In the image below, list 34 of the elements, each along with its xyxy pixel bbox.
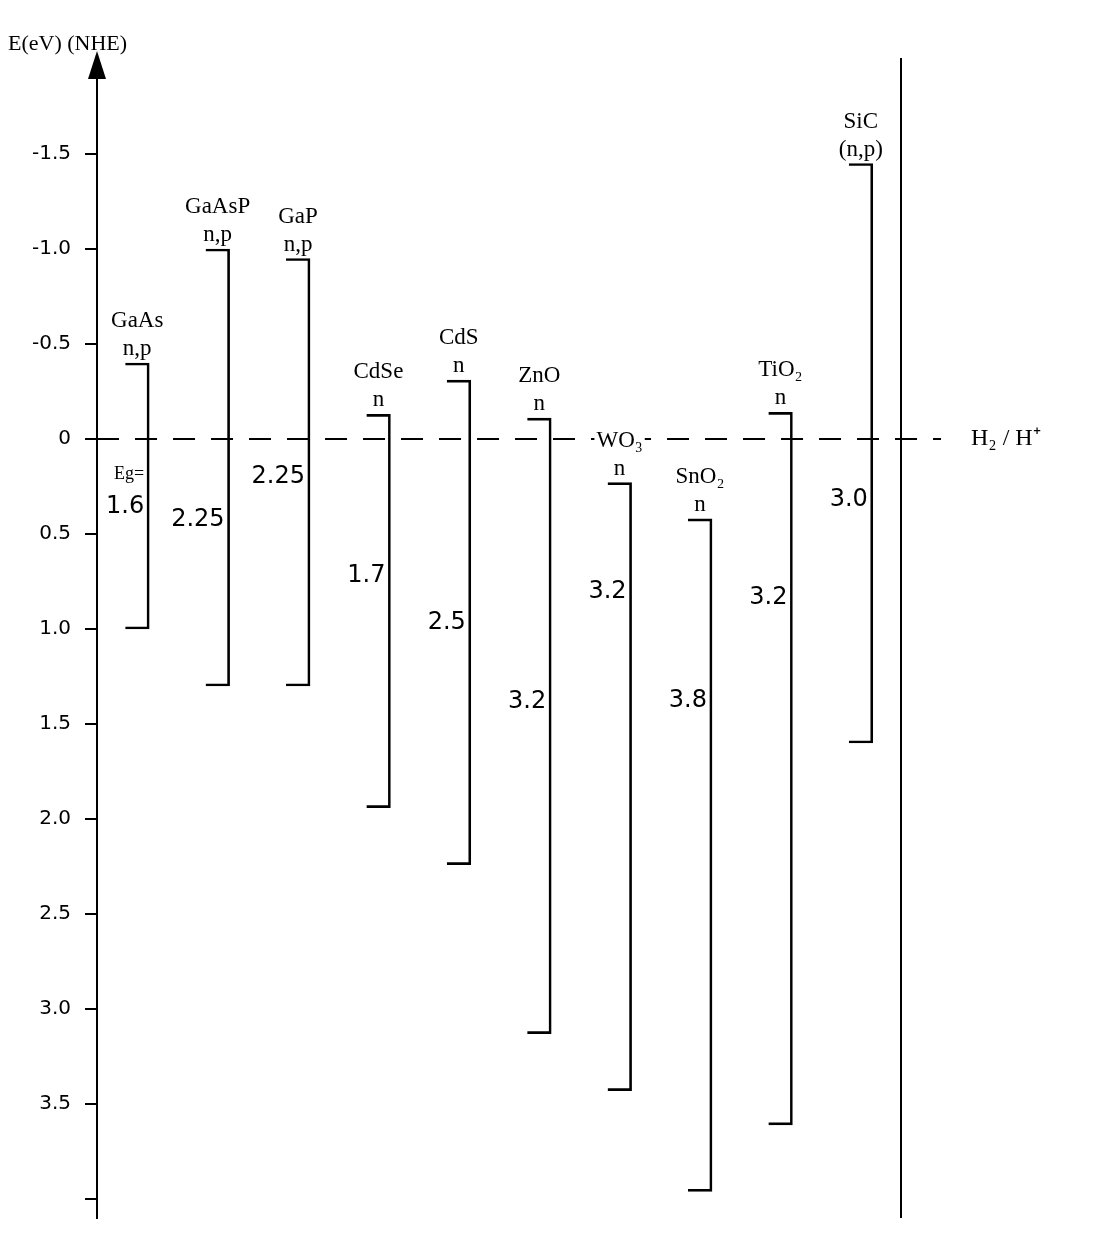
x-tick-label: GaAsP n,p	[185, 193, 251, 246]
x-tick-label: CdSe n	[353, 358, 404, 412]
annotation: 1.7	[347, 559, 386, 588]
x-tick-label: GaAs n,p	[111, 307, 164, 360]
y-tick-label: 3.0	[39, 995, 72, 1020]
y-tick-label: 2.5	[39, 900, 72, 925]
x-tick-label: SnO₂ n	[675, 462, 725, 516]
x-tick-label: GaP n,p	[278, 202, 318, 256]
annotation: Eg=	[114, 463, 145, 484]
ref-line-label: H₂ / H⁺	[971, 424, 1041, 451]
annotation: 3.8	[668, 684, 708, 713]
annotation: 3.2	[508, 685, 547, 714]
x-tick-label: SiC (n,p)	[838, 107, 883, 161]
x-tick-label: WO₃ n	[596, 426, 643, 480]
annotation: 3.0	[829, 483, 868, 512]
annotation: 2.25	[171, 504, 225, 533]
y-tick-label: 1.0	[39, 615, 72, 640]
y-tick-label: 0	[58, 425, 72, 450]
y-tick-label: 3.5	[39, 1090, 72, 1115]
y-tick-label: -1.0	[31, 235, 72, 260]
y-tick-label: 1.5	[39, 710, 72, 735]
annotation: 3.2	[588, 576, 627, 605]
annotation: 3.2	[749, 581, 788, 610]
x-tick-label: ZnO n	[518, 362, 561, 416]
y-tick-label: -1.5	[31, 140, 72, 165]
y-tick-label: 0.5	[39, 520, 72, 545]
annotation: 1.6	[106, 490, 145, 519]
x-tick-label: TiO₂ n	[758, 356, 803, 410]
annotation: 2.5	[427, 606, 466, 635]
x-tick-label: CdS n	[438, 324, 479, 378]
y-tick-label: 2.0	[39, 805, 72, 830]
y-tick-label: -0.5	[31, 330, 72, 355]
annotation: 2.25	[251, 460, 306, 489]
y-axis-title: E(eV) (NHE)	[8, 30, 128, 55]
